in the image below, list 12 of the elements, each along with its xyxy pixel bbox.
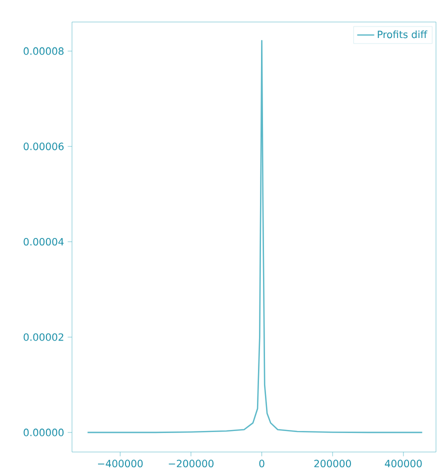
y-tick-label: 0.00008 <box>24 47 64 55</box>
x-tick-label: −400000 <box>98 460 143 468</box>
y-tick-label: 0.00006 <box>24 142 64 150</box>
y-tick-label: 0.00002 <box>24 333 64 341</box>
legend-label: Profits diff <box>378 30 428 38</box>
line-series <box>86 40 423 434</box>
x-tick-label: −200000 <box>168 460 214 468</box>
y-tick-label: 0.00004 <box>24 238 64 246</box>
x-tick-label: 0 <box>259 460 264 468</box>
y-tick-label: 0.00000 <box>24 428 64 436</box>
x-tick-label: 400000 <box>384 460 422 468</box>
x-tick-label: 200000 <box>314 460 351 468</box>
